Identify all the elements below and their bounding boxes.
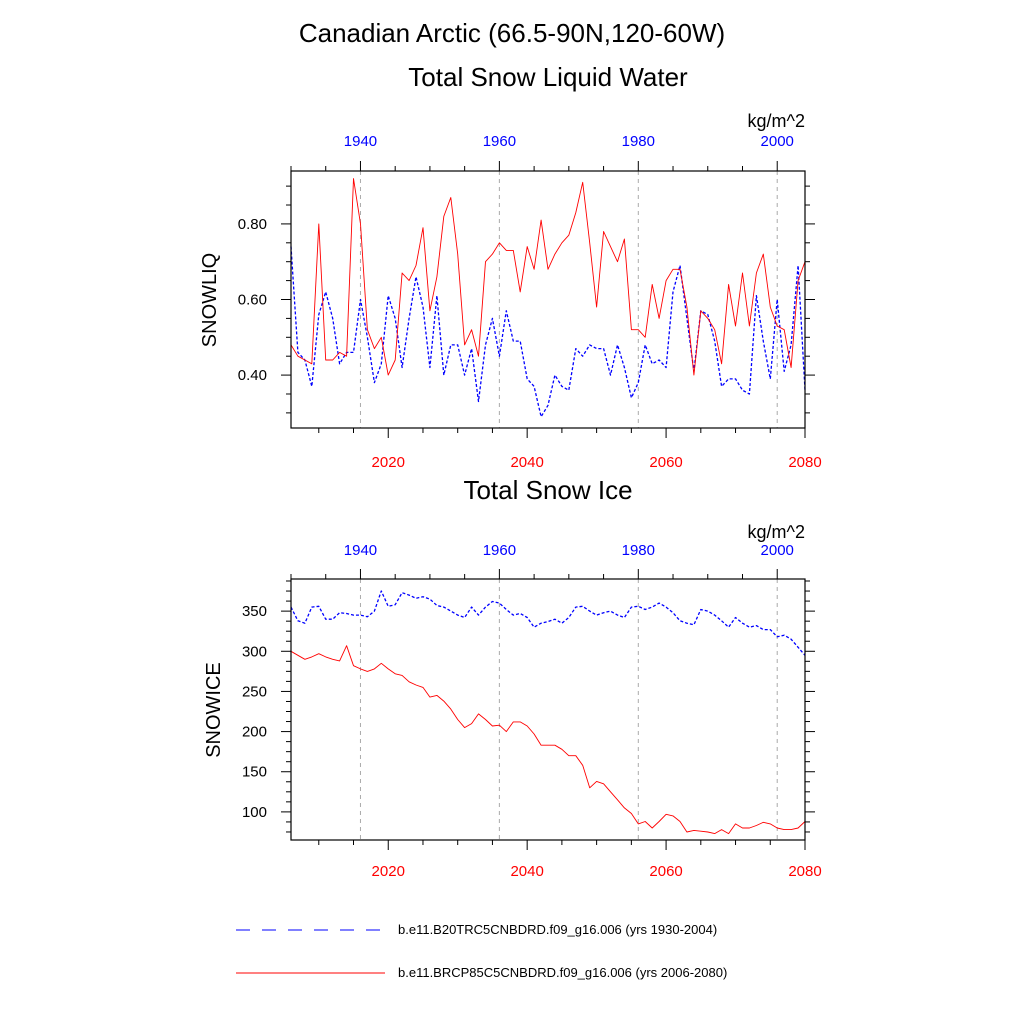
snowliq-bottom-tick-label: 2080 [788,454,821,471]
snowice-top-tick-label: 1940 [344,542,377,559]
snowliq-series-historical [290,246,806,418]
snowliq-plot-area: 2020 2040 2060 2080 1940 1960 1980 2000 0.40 0.60… [238,133,822,471]
snowice-top-tick-label: 1960 [483,542,516,559]
snowliq-top-tick-label: 2000 [761,133,794,150]
legend-label-historical: b.e11.B20TRC5CNBDRD.f09_g16.006 (yrs 193… [398,922,717,937]
figure-title: Canadian Arctic (66.5-90N,120-60W) [299,18,725,48]
snowliq-y-tick-label: 0.80 [238,216,267,233]
snowice-y-tick-label: 200 [242,724,267,741]
legend-label-future: b.e11.BRCP85C5CNBDRD.f09_g16.006 (yrs 20… [398,965,727,980]
snowice-y-tick-label: 100 [242,804,267,821]
snowliq-bottom-tick-label: 2060 [649,454,682,471]
snowice-bottom-tick-label: 2080 [788,863,821,880]
snowice-series-future [290,645,806,835]
snowice-bottom-tick-label: 2040 [510,863,543,880]
snowice-title: Total Snow Ice [463,475,632,505]
snowice-y-tick-label: 350 [242,603,267,620]
snowice-plot-frame [290,578,806,841]
snowliq-top-tick-label: 1960 [483,133,516,150]
snowliq-y-tick-label: 0.60 [238,292,267,309]
snowice-ylabel: SNOWICE [203,662,225,758]
snowliq-panel: Total Snow Liquid Water kg/m^2 SNOWLIQ 2… [199,62,822,471]
snowliq-plot-frame [290,170,806,429]
snowice-bottom-tick-label: 2060 [649,863,682,880]
snowliq-title: Total Snow Liquid Water [408,62,688,92]
snowliq-units: kg/m^2 [748,111,805,131]
snowice-y-tick-label: 150 [242,764,267,781]
snowice-y-tick-label: 250 [242,683,267,700]
snowice-top-tick-label: 2000 [761,542,794,559]
snowice-bottom-tick-label: 2020 [372,863,405,880]
snowice-panel: Total Snow Ice kg/m^2 SNOWICE 2020 2040 20… [203,475,822,880]
snowice-units: kg/m^2 [748,522,805,542]
snowice-y-tick-label: 300 [242,643,267,660]
snowliq-bottom-tick-label: 2020 [372,454,405,471]
snowice-top-tick-label: 1980 [622,542,655,559]
snowliq-y-tick-label: 0.40 [238,367,267,384]
snowice-plot-area: 2020 2040 2060 2080 1940 1960 1980 2000 100 150 20… [242,542,822,880]
snowliq-top-tick-label: 1980 [622,133,655,150]
snowliq-top-tick-label: 1940 [344,133,377,150]
snowliq-ylabel: SNOWLIQ [199,253,221,347]
snowice-series-historical [290,590,806,656]
legend: b.e11.B20TRC5CNBDRD.f09_g16.006 (yrs 193… [236,922,727,980]
snowliq-bottom-tick-label: 2040 [510,454,543,471]
snowliq-series-future [290,178,806,376]
